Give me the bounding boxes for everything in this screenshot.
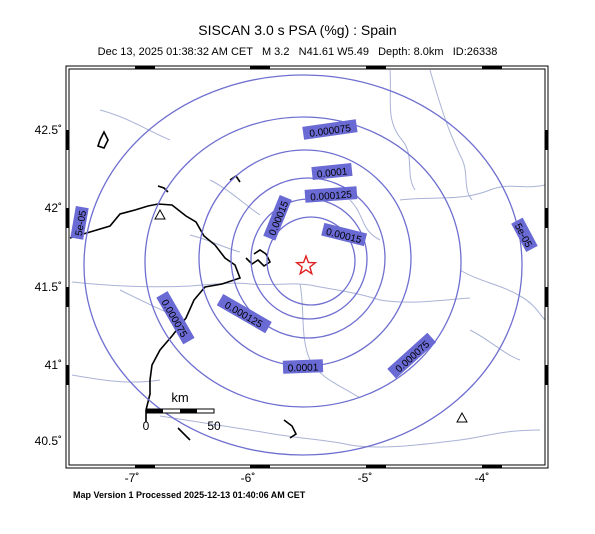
latitude-ticks: 42.5˚ 42˚ 41.5˚ 41˚ 40.5˚ [35, 123, 62, 448]
map-title: SISCAN 3.0 s PSA (%g) : Spain [198, 22, 397, 38]
svg-text:0.0001: 0.0001 [288, 362, 319, 374]
contour-label: 0.00015 [321, 222, 368, 246]
contour-label: 0.000075 [302, 119, 358, 140]
scale-bar: km 0 50 [143, 390, 221, 433]
contour-label: 0.000075 [156, 291, 195, 345]
lon-tick: -6˚ [241, 471, 256, 485]
lat-tick: 40.5˚ [35, 434, 62, 448]
star-icon [294, 253, 318, 276]
contour-label: 0.00015 [263, 194, 292, 241]
stations [154, 208, 468, 423]
lon-tick: -5˚ [358, 471, 373, 485]
lat-tick: 42.5˚ [35, 123, 62, 137]
triangle-icon [456, 411, 468, 423]
lon-tick: -7˚ [125, 471, 140, 485]
processing-footer: Map Version 1 Processed 2025-12-13 01:40… [73, 490, 306, 500]
contour-label: 5e-05 [511, 217, 538, 252]
contour-label: 0.0001 [311, 162, 353, 181]
longitude-ticks: -7˚ -6˚ -5˚ -4˚ [125, 471, 490, 485]
map-frame [65, 65, 549, 469]
contour-label: 5e-05 [70, 206, 89, 240]
svg-text:0.000125: 0.000125 [310, 190, 353, 204]
scale-unit: km [171, 390, 188, 405]
lat-tick: 42˚ [45, 201, 62, 215]
triangle-icon [154, 208, 166, 220]
contour-label: 0.0001 [282, 359, 324, 375]
lat-tick: 41.5˚ [35, 280, 62, 294]
svg-text:0.000075: 0.000075 [394, 339, 433, 375]
rivers [71, 69, 545, 448]
svg-text:5e-05: 5e-05 [74, 209, 89, 237]
lon-tick: -4˚ [475, 471, 490, 485]
scale-start: 0 [143, 419, 150, 433]
country-border [69, 130, 298, 441]
lat-tick: 41˚ [45, 358, 62, 372]
contour-label: 0.000125 [304, 186, 358, 204]
scale-end: 50 [207, 419, 221, 433]
svg-text:0.0001: 0.0001 [316, 166, 348, 180]
event-info: Dec 13, 2025 01:38:32 AM CET M 3.2 N41.6… [97, 46, 498, 58]
contour-label: 0.000075 [387, 332, 437, 379]
contour-labels: 0.000075 0.0001 0.000125 0.00015 0.00015… [70, 119, 538, 379]
